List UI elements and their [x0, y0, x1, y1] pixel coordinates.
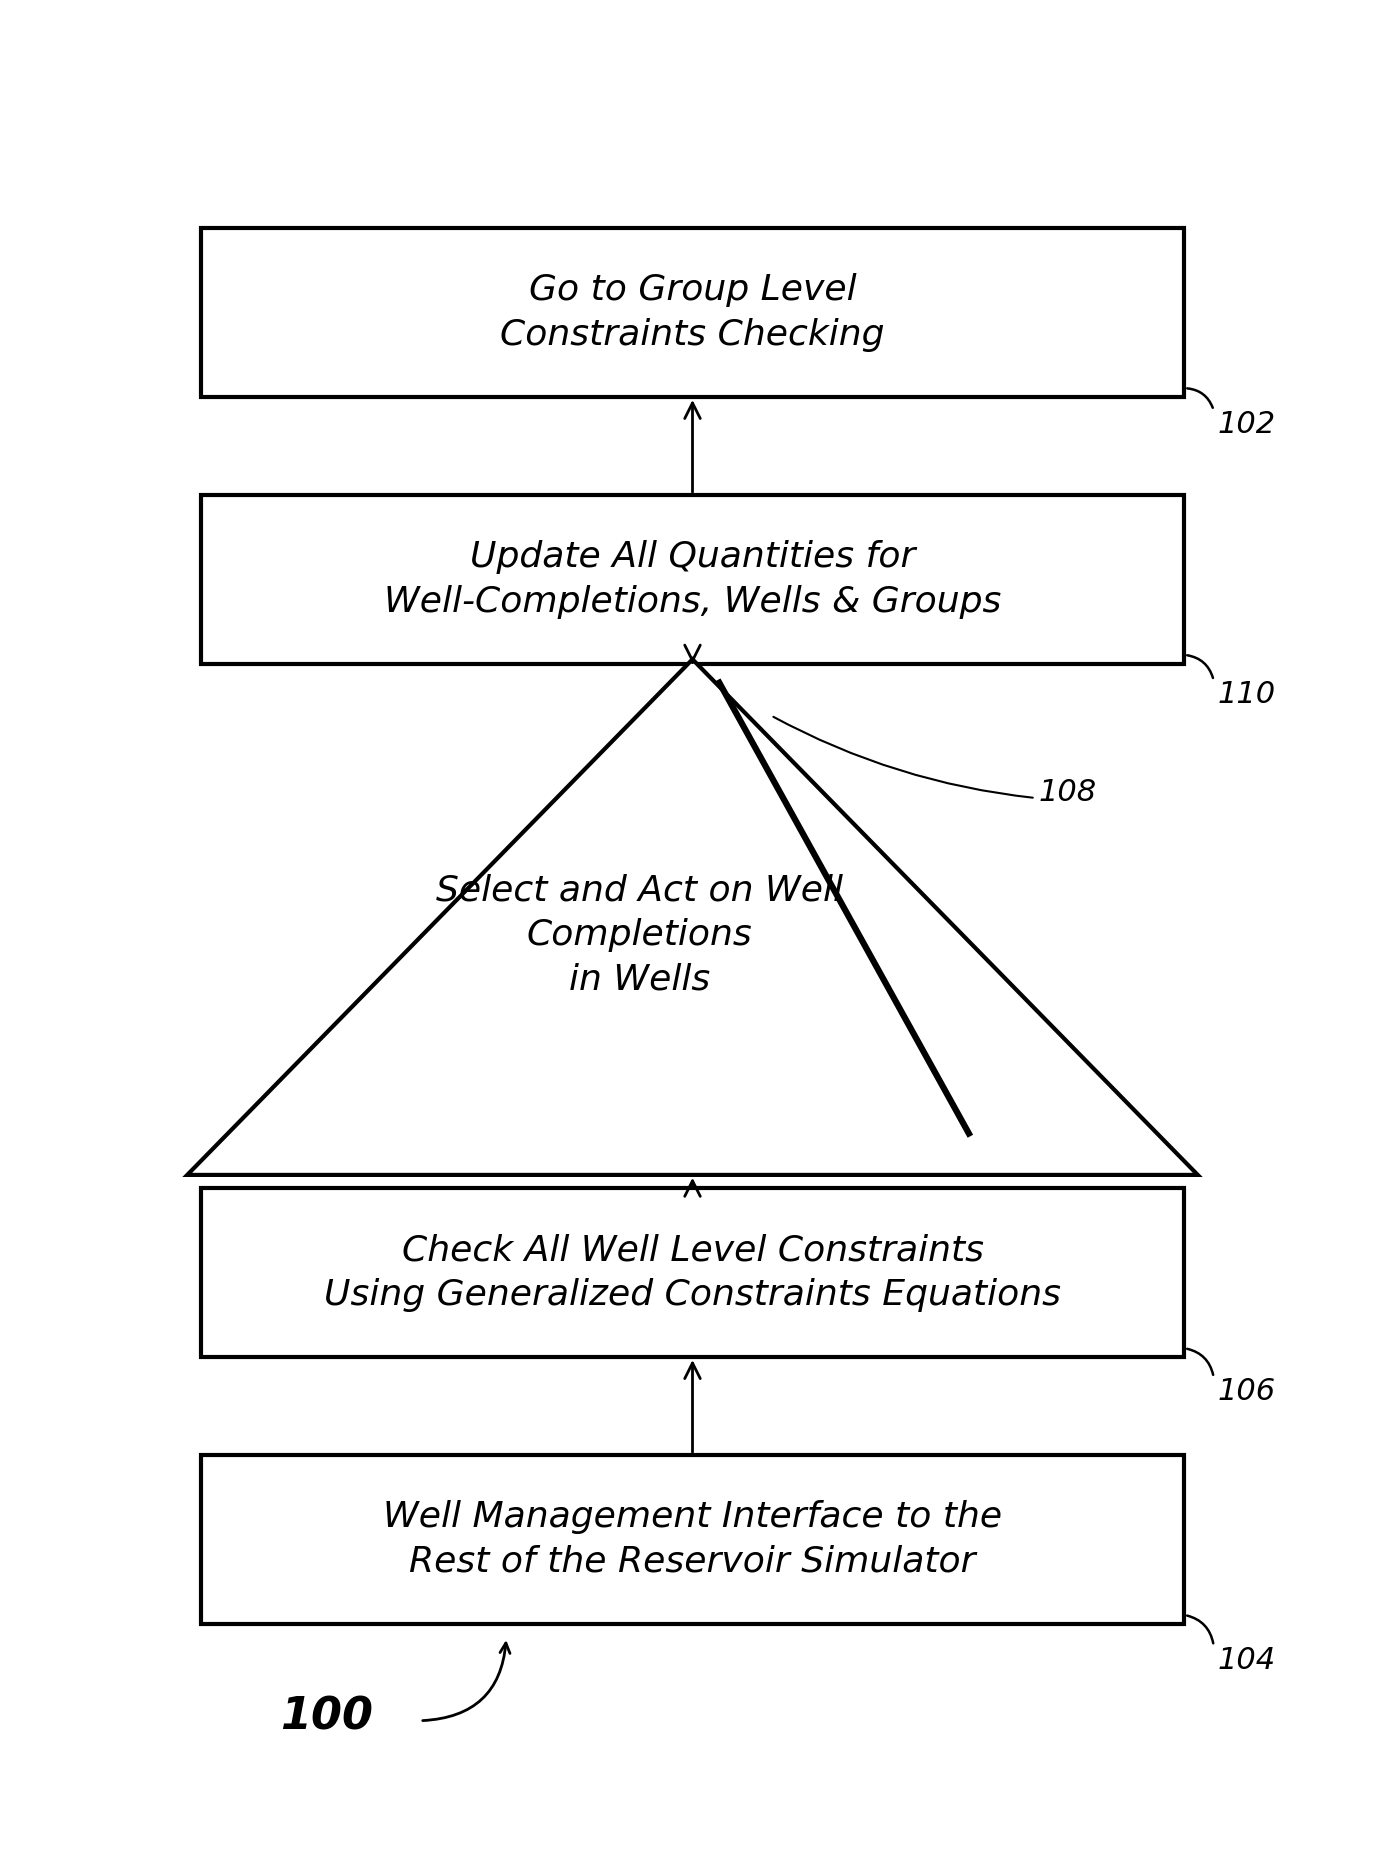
Text: Update All Quantities for
Well-Completions, Wells & Groups: Update All Quantities for Well-Completio…	[384, 541, 1001, 619]
Bar	[201, 1189, 1184, 1358]
Bar	[201, 1456, 1184, 1624]
Text: 106: 106	[1217, 1378, 1276, 1406]
Text: Check All Well Level Constraints
Using Generalized Constraints Equations: Check All Well Level Constraints Using G…	[324, 1233, 1061, 1311]
Polygon shape	[187, 659, 1198, 1174]
Text: 102: 102	[1217, 409, 1276, 439]
Text: Well Management Interface to the
Rest of the Reservoir Simulator: Well Management Interface to the Rest of…	[382, 1500, 1003, 1578]
Text: 100: 100	[280, 1696, 374, 1739]
Text: 110: 110	[1217, 680, 1276, 709]
Bar	[201, 494, 1184, 663]
Text: Select and Act on Well
Completions
in Wells: Select and Act on Well Completions in We…	[436, 872, 843, 996]
Text: 108: 108	[1039, 778, 1097, 807]
Text: Go to Group Level
Constraints Checking: Go to Group Level Constraints Checking	[500, 274, 885, 352]
Bar	[201, 228, 1184, 396]
Text: 104: 104	[1217, 1646, 1276, 1674]
